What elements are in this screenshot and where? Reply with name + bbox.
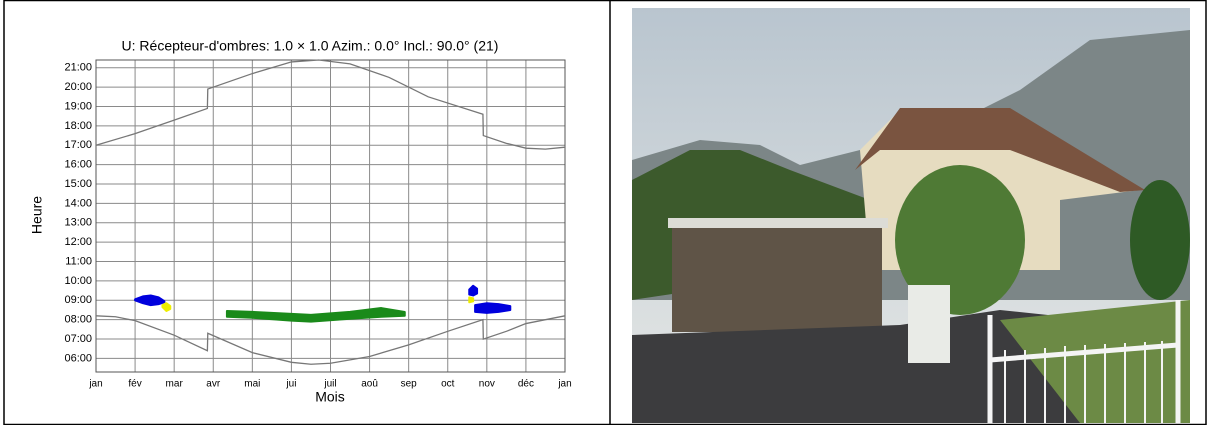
y-tick-label: 19:00 [64,100,92,112]
x-tick-label: avr [206,379,221,390]
y-tick-label: 06:00 [64,352,92,364]
x-tick-label: juil [323,379,336,390]
y-tick-label: 18:00 [64,120,92,132]
y-tick-label: 11:00 [65,255,92,267]
x-tick-label: oct [441,379,455,390]
x-axis-label: Mois [315,389,345,405]
y-tick-label: 17:00 [64,139,92,151]
chart-title: U: Récepteur-d'ombres: 1.0 × 1.0 Azim.: … [122,38,499,54]
x-tick-label: nov [479,379,495,390]
y-tick-label: 14:00 [64,197,92,209]
x-tick-label: mar [166,379,184,390]
photo [632,8,1190,423]
y-tick-label: 20:00 [64,81,92,93]
x-tick-label: sep [401,379,418,390]
x-tick-label: jui [285,379,296,390]
y-tick-label: 09:00 [64,294,92,306]
x-tick-label: fév [128,379,141,390]
page: U: Récepteur-d'ombres: 1.0 × 1.0 Azim.: … [0,0,1210,425]
shadow-area [135,295,164,305]
x-tick-label: aoû [361,379,378,390]
y-tick-label: 15:00 [64,178,92,190]
y-tick-label: 13:00 [64,217,92,229]
y-tick-label: 12:00 [64,236,92,248]
y-axis-label: Heure [29,196,45,234]
shadow-area [469,297,473,302]
x-tick-label: mai [244,379,260,390]
y-tick-label: 16:00 [64,159,92,171]
y-tick-label: 10:00 [64,275,92,287]
x-tick-label: déc [518,379,534,390]
y-tick-label: 08:00 [64,314,92,326]
shadow-area [469,286,477,296]
x-tick-label: jan [557,379,571,390]
y-tick-label: 21:00 [64,62,92,74]
y-tick-label: 07:00 [64,333,92,345]
chart: U: Récepteur-d'ombres: 1.0 × 1.0 Azim.: … [0,0,1210,425]
shadow-area [475,303,510,313]
x-tick-label: jan [88,379,102,390]
shadow-area [162,303,170,311]
